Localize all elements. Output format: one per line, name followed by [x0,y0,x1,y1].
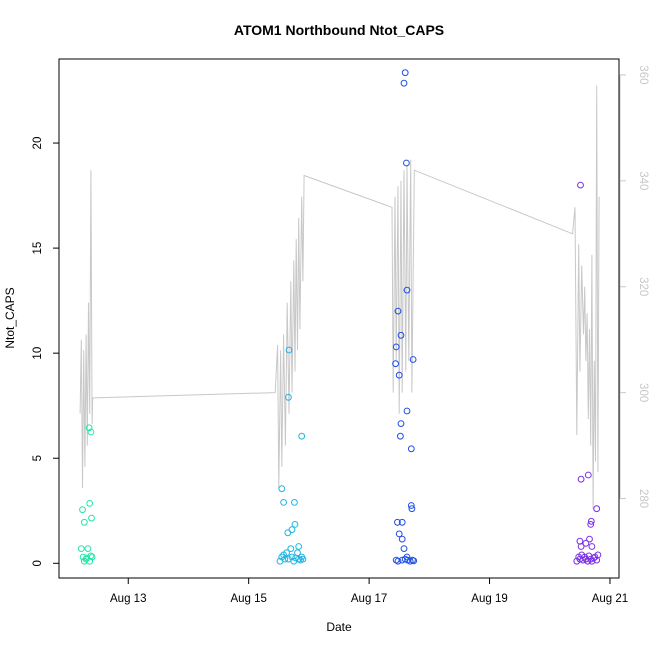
data-point-group-1 [77,545,85,552]
data-point-group-4 [577,181,584,189]
data-point-group-2 [298,432,306,440]
data-point-group-3 [407,445,415,453]
data-point-group-3 [394,557,402,565]
data-point-group-2 [283,549,291,557]
data-point-group-4 [586,535,593,543]
data-point-group-3 [392,360,400,368]
data-point-group-3 [401,69,409,77]
data-point-group-3 [403,553,411,561]
y-tick-label: 10 [32,347,44,360]
x-tick-label: Aug 15 [230,593,266,605]
data-point-group-2 [291,521,299,528]
data-point-group-3 [407,502,415,509]
data-point-group-2 [281,555,289,563]
data-point-group-2 [295,543,303,550]
data-point-group-3 [394,518,401,526]
data-point-group-3 [398,518,406,526]
secondary-tick-label: 340 [637,171,649,190]
data-point-group-2 [285,346,293,354]
data-point-group-2 [285,393,292,401]
data-point-group-2 [278,485,286,493]
data-point-group-4 [584,471,592,479]
data-point-group-3 [392,343,400,351]
data-point-group-1 [79,506,86,514]
data-point-group-1 [80,518,88,526]
plot-frame [58,58,620,579]
data-point-group-3 [398,535,406,543]
y-tick-label: 15 [32,242,44,255]
data-point-group-4 [577,475,585,483]
data-point-group-1 [87,428,95,436]
data-point-group-1 [88,514,95,522]
data-point-group-3 [397,331,405,339]
secondary-series-line [79,85,600,510]
x-tick-label: Aug 19 [471,593,507,605]
x-tick-label: Aug 17 [351,593,387,605]
secondary-tick-label: 320 [637,277,649,296]
data-point-group-1 [86,500,94,507]
data-point-group-3 [403,407,411,415]
secondary-y-axis: 280 300 320 340 360 [619,65,649,508]
data-point-group-3 [403,286,411,294]
y-axis: 0 5 10 15 20 [32,137,60,566]
data-point-group-3 [397,420,405,428]
data-point-group-2 [280,499,288,506]
y-tick-label: 20 [32,137,44,150]
data-point-group-3 [395,371,403,379]
data-point-group-4 [587,521,595,528]
x-axis: Aug 13 Aug 15 Aug 17 Aug 19 Aug 21 [110,577,628,605]
data-point-group-4 [582,539,590,547]
data-point-group-1 [87,552,95,560]
secondary-tick-label: 280 [637,489,649,508]
data-point-group-3 [394,307,402,315]
data-point-group-1 [83,554,91,562]
data-point-group-2 [287,545,295,552]
x-axis-label: Date [326,620,352,634]
y-axis-label: Ntot_CAPS [3,287,17,348]
data-point-group-2 [294,549,301,557]
data-point-group-3 [410,557,418,565]
data-point-group-3 [397,432,404,440]
data-point-group-4 [594,551,602,559]
data-point-group-2 [288,553,296,561]
data-points-layer [77,69,602,565]
data-point-group-2 [288,526,296,534]
data-point-group-1 [84,545,92,552]
secondary-tick-label: 300 [637,383,649,402]
data-point-group-4 [587,517,595,525]
data-point-group-2 [291,499,298,506]
data-point-group-4 [588,543,596,550]
y-tick-label: 5 [32,455,44,461]
data-point-group-3 [400,79,408,87]
data-point-group-3 [409,356,417,363]
data-point-group-4 [593,505,601,513]
data-point-group-2 [299,555,307,563]
data-point-group-3 [395,530,403,538]
data-point-group-4 [577,543,585,550]
secondary-tick-label: 360 [637,65,649,84]
secondary-line-layer [79,85,600,510]
data-point-group-3 [400,545,408,552]
x-tick-label: Aug 13 [110,593,146,605]
data-point-group-3 [403,159,410,167]
x-tick-label: Aug 21 [592,593,628,605]
y-tick-label: 0 [32,560,44,566]
data-point-group-3 [408,505,416,513]
chart-title: ATOM1 Northbound Ntot_CAPS [234,22,444,38]
data-point-group-1 [85,424,93,432]
